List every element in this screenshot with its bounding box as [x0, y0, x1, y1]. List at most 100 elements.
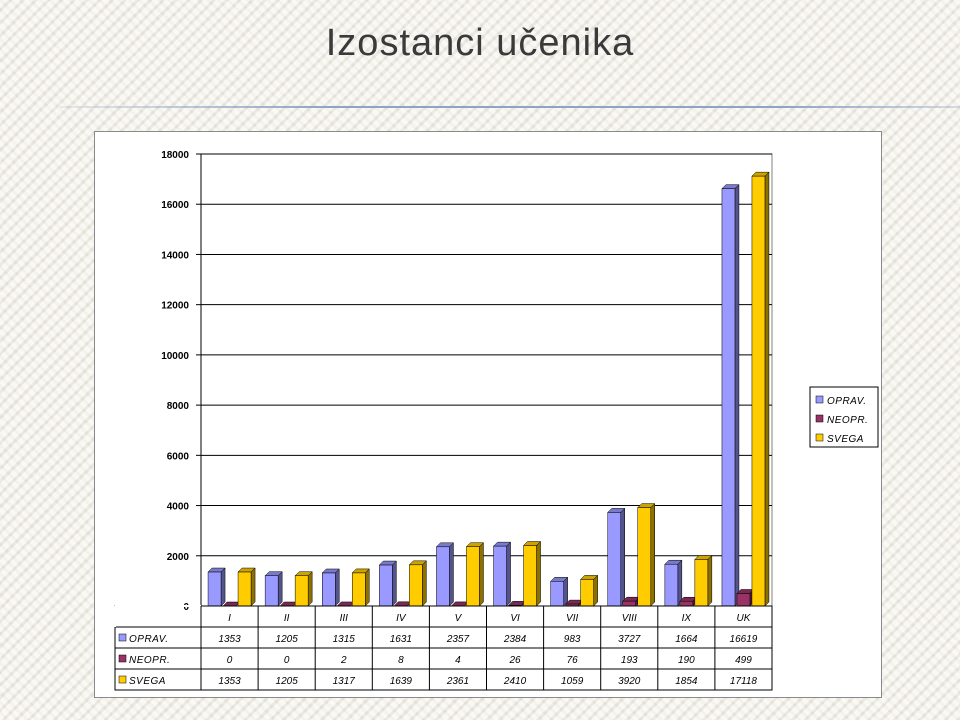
category-label: VII	[566, 613, 578, 624]
bar	[409, 564, 423, 607]
bar-side	[620, 507, 625, 607]
legend-swatch	[815, 414, 824, 423]
bar-side	[764, 171, 770, 607]
category-label: II	[284, 613, 290, 624]
bar-side	[677, 559, 683, 607]
table-cell: 8	[398, 655, 404, 666]
bar	[436, 546, 450, 607]
category-label: V	[455, 613, 463, 624]
bar-side	[479, 542, 484, 607]
category-label: III	[340, 613, 349, 624]
bar	[264, 575, 279, 607]
y-tick-label: 2000	[167, 552, 190, 563]
table-cell: 0	[227, 655, 233, 666]
legend-label: NEOPR.	[827, 415, 868, 426]
table-swatch	[118, 675, 127, 684]
category-label: VI	[510, 613, 520, 624]
category-label: I	[228, 613, 231, 624]
table-cell: 1639	[390, 676, 413, 687]
y-tick-label: 14000	[161, 250, 189, 261]
bar-side	[392, 560, 397, 607]
bar	[721, 188, 736, 607]
table-cell: 1315	[333, 634, 356, 645]
bar-side	[250, 567, 256, 607]
bar-side	[277, 571, 283, 607]
legend-label: OPRAV.	[827, 396, 867, 407]
category-label: IX	[682, 613, 692, 624]
legend-swatch	[815, 395, 824, 404]
table-cell: 1205	[276, 676, 299, 687]
y-tick-label: 18000	[161, 150, 189, 161]
table-swatch	[118, 654, 127, 663]
table-cell: 1631	[390, 634, 412, 645]
table-cell: 1205	[276, 634, 299, 645]
series-row-label: SVEGA	[129, 676, 166, 687]
slide-title: Izostanci učenika	[325, 22, 635, 64]
plot-area	[200, 153, 773, 607]
table-cell: 2	[340, 655, 347, 666]
table-cell: 1353	[218, 676, 241, 687]
bar-side	[335, 568, 340, 607]
bar	[607, 512, 621, 607]
bar	[379, 564, 393, 607]
bar-side	[536, 540, 541, 607]
table-cell: 3920	[618, 676, 641, 687]
y-tick-label: 8000	[167, 401, 190, 412]
y-tick-label: 12000	[161, 301, 189, 312]
table-cell: 2361	[446, 676, 469, 687]
bar	[580, 579, 594, 607]
bar-side	[650, 502, 655, 607]
y-tick-label: 6000	[167, 451, 190, 462]
bar-side	[593, 574, 598, 607]
table-cell: 983	[564, 634, 581, 645]
table-cell: 2357	[446, 634, 470, 645]
bar	[207, 571, 222, 607]
series-row-label: NEOPR.	[129, 655, 170, 666]
table-swatch	[118, 633, 127, 642]
category-label: VIII	[622, 613, 637, 624]
table-cell: 1317	[333, 676, 356, 687]
y-tick-label: 4000	[167, 502, 190, 513]
table-cell: 190	[678, 655, 695, 666]
bar-side	[734, 184, 740, 607]
bar	[466, 546, 480, 607]
table-cell: 4	[455, 655, 461, 666]
legend-swatch	[815, 433, 824, 442]
bar	[550, 581, 564, 607]
bar	[736, 593, 751, 607]
bar	[694, 559, 709, 607]
table-cell: 1664	[675, 634, 698, 645]
table-cell: 3727	[618, 634, 641, 645]
table-cell: 26	[508, 655, 521, 666]
y-tick-label: 16000	[161, 200, 189, 211]
table-cell: 1059	[561, 676, 584, 687]
table-cell: 16619	[730, 634, 758, 645]
bar	[493, 545, 507, 607]
bar	[664, 563, 679, 607]
bar	[322, 572, 336, 607]
bar-chart: 0 2000 4000 6000 8000 10000 12000 14000 16000 180…	[114, 150, 879, 691]
table-cell: 2384	[503, 634, 527, 645]
bar	[751, 175, 766, 607]
table-cell: 1353	[218, 634, 241, 645]
bar-side	[365, 568, 370, 607]
bar	[294, 575, 309, 607]
bar-side	[422, 560, 427, 607]
table-cell: 499	[735, 655, 752, 666]
series-row-label: OPRAV.	[129, 634, 169, 645]
y-tick-label: 10000	[161, 351, 189, 362]
table-cell: 0	[284, 655, 290, 666]
bar	[637, 507, 651, 607]
bar-side	[563, 576, 568, 607]
bar	[622, 600, 636, 607]
table-cell: 2410	[503, 676, 527, 687]
bar-side	[506, 541, 511, 607]
bar	[523, 545, 537, 607]
y-tick-label: 0	[183, 602, 189, 613]
table-cell: 193	[621, 655, 638, 666]
bar	[679, 600, 694, 607]
bar	[352, 572, 366, 607]
bar	[237, 571, 252, 607]
table-cell: 76	[567, 655, 579, 666]
table-cell: 17118	[730, 676, 758, 687]
